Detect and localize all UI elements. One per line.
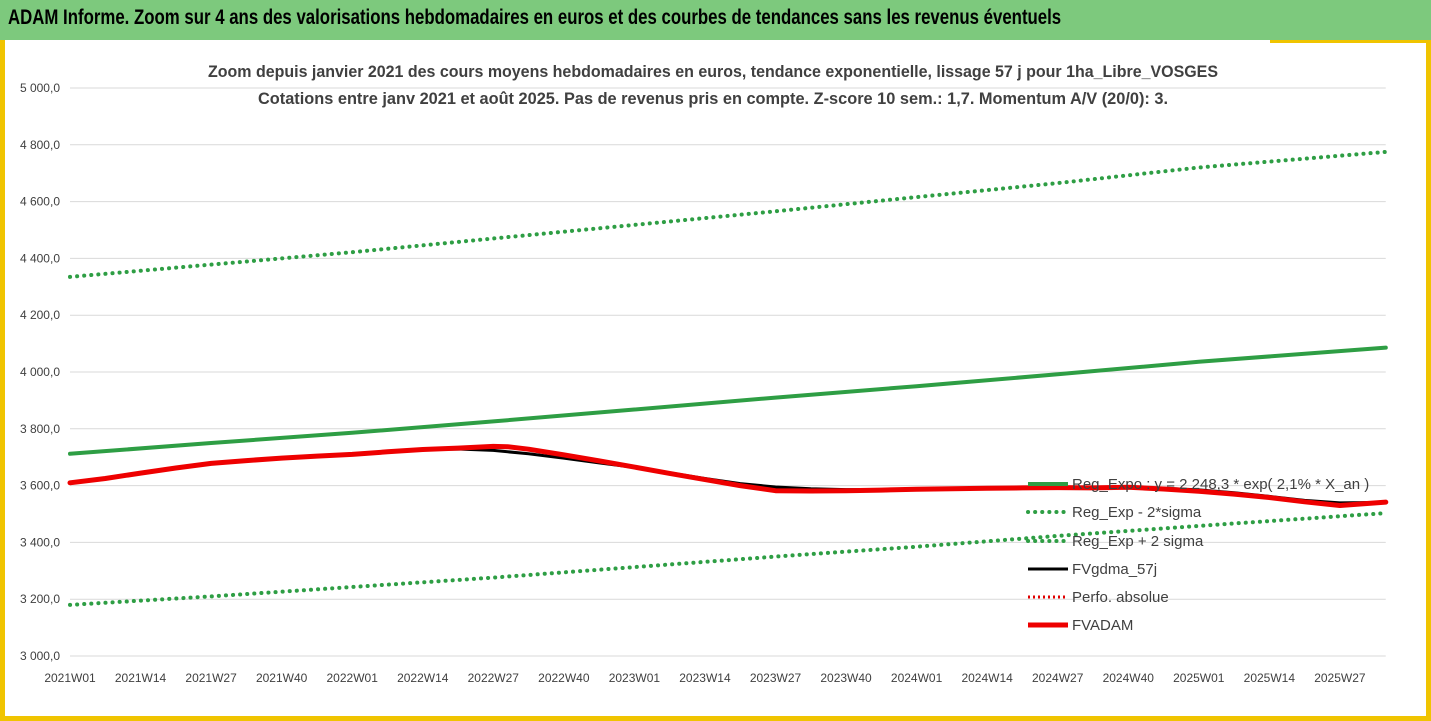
x-tick-label: 2022W14: [397, 671, 449, 685]
legend-item-reg-exp-plus: Reg_Exp + 2 sigma: [1026, 533, 1204, 550]
legend-item-perfo: Perfo. absolue: [1028, 589, 1169, 606]
grid-layer: [70, 87, 1386, 657]
y-tick-label: 3 400,0: [20, 535, 60, 549]
x-tick-label: 2021W40: [256, 671, 308, 685]
y-tick-label: 4 800,0: [20, 138, 60, 152]
legend-label: Perfo. absolue: [1072, 589, 1169, 606]
chart-subtitle: Cotations entre janv 2021 et août 2025. …: [258, 89, 1168, 108]
report-banner: ADAM Informe. Zoom sur 4 ans des valoris…: [0, 0, 1431, 40]
legend-label: Reg_Exp - 2*sigma: [1072, 504, 1202, 521]
reg-exp-minus-2sigma-line: [68, 511, 1388, 607]
x-tick-label: 2023W40: [820, 671, 872, 685]
x-tick-label: 2023W01: [609, 671, 661, 685]
x-tick-label: 2024W40: [1103, 671, 1155, 685]
x-tick-label: 2024W14: [961, 671, 1013, 685]
x-tick-label: 2022W01: [327, 671, 379, 685]
x-tick-label: 2025W14: [1244, 671, 1296, 685]
y-tick-label: 4 600,0: [20, 195, 60, 209]
y-tick-label: 3 200,0: [20, 592, 60, 606]
y-axis: 3 000,0 3 200,0 3 400,0 3 600,0 3 800,0 4 000…: [20, 81, 60, 663]
x-tick-label: 2025W27: [1314, 671, 1366, 685]
legend: Reg_Expo : y = 2 248,3 * exp( 2,1% * X_a…: [1026, 476, 1369, 634]
x-tick-label: 2022W27: [468, 671, 520, 685]
y-tick-label: 3 000,0: [20, 649, 60, 663]
x-tick-label: 2023W14: [679, 671, 731, 685]
y-tick-label: 5 000,0: [20, 81, 60, 95]
x-tick-label: 2024W01: [891, 671, 943, 685]
legend-item-reg-exp-minus: Reg_Exp - 2*sigma: [1026, 504, 1202, 521]
frame-right-border: [1426, 40, 1431, 721]
x-tick-label: 2021W27: [185, 671, 237, 685]
chart-title: Zoom depuis janvier 2021 des cours moyen…: [208, 62, 1218, 81]
frame-top-strip: [1270, 40, 1431, 43]
y-tick-label: 4 400,0: [20, 251, 60, 265]
y-tick-label: 3 600,0: [20, 479, 60, 493]
x-tick-label: 2021W14: [115, 671, 167, 685]
legend-label: FVgdma_57j: [1072, 561, 1157, 578]
legend-label: Reg_Exp + 2 sigma: [1072, 533, 1204, 550]
frame-bottom-border: [0, 716, 1431, 721]
reg-exp-plus-2sigma-line: [68, 149, 1388, 279]
x-axis: 2021W01 2021W14 2021W27 2021W40 2022W01 2022W…: [44, 671, 1366, 685]
banner-title: ADAM Informe. Zoom sur 4 ans des valoris…: [8, 6, 1062, 29]
legend-label: Reg_Expo : y = 2 248,3 * exp( 2,1% * X_a…: [1072, 476, 1369, 493]
reg-expo-line: [68, 345, 1388, 456]
y-tick-label: 4 000,0: [20, 365, 60, 379]
fvadam-line: [67, 443, 1389, 508]
x-tick-label: 2023W27: [750, 671, 802, 685]
y-tick-label: 4 200,0: [20, 308, 60, 322]
legend-item-reg-expo: Reg_Expo : y = 2 248,3 * exp( 2,1% * X_a…: [1028, 476, 1369, 493]
x-tick-label: 2021W01: [44, 671, 96, 685]
series-layer: [67, 149, 1389, 607]
y-tick-label: 3 800,0: [20, 422, 60, 436]
x-tick-label: 2024W27: [1032, 671, 1084, 685]
x-tick-label: 2025W01: [1173, 671, 1225, 685]
x-tick-label: 2022W40: [538, 671, 590, 685]
legend-item-fvgdma: FVgdma_57j: [1028, 561, 1157, 578]
frame-left-border: [0, 40, 5, 721]
legend-item-fvadam: FVADAM: [1028, 617, 1133, 634]
legend-label: FVADAM: [1072, 617, 1133, 634]
